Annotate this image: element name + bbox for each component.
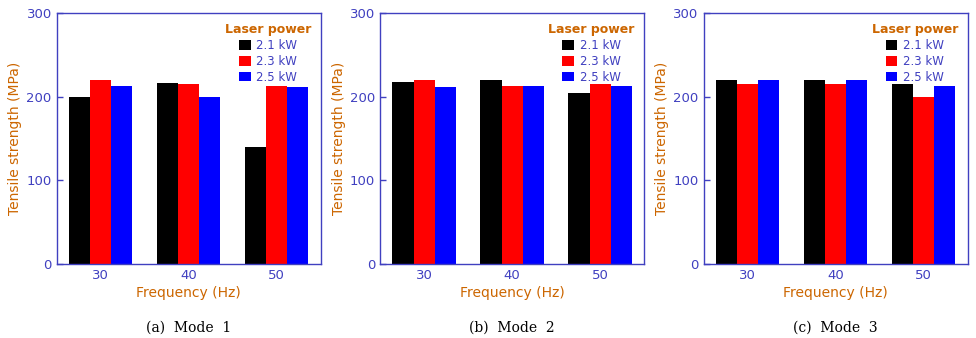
Legend: 2.1 kW, 2.3 kW, 2.5 kW: 2.1 kW, 2.3 kW, 2.5 kW — [222, 19, 315, 87]
Bar — [846, 80, 868, 264]
Bar — [392, 82, 414, 264]
Bar — [178, 84, 199, 264]
Text: (c)  Mode  3: (c) Mode 3 — [793, 321, 878, 335]
Bar — [914, 97, 934, 264]
Y-axis label: Tensile strength (MPa): Tensile strength (MPa) — [655, 62, 670, 215]
Bar — [568, 93, 590, 264]
Bar — [934, 86, 956, 264]
X-axis label: Frequency (Hz): Frequency (Hz) — [460, 286, 564, 300]
Bar — [804, 80, 825, 264]
X-axis label: Frequency (Hz): Frequency (Hz) — [784, 286, 888, 300]
Bar — [69, 97, 90, 264]
Text: (a)  Mode  1: (a) Mode 1 — [146, 321, 231, 335]
Bar — [434, 87, 456, 264]
Bar — [90, 80, 111, 264]
Bar — [716, 80, 737, 264]
Bar — [266, 86, 287, 264]
Bar — [590, 84, 611, 264]
Bar — [111, 86, 133, 264]
Y-axis label: Tensile strength (MPa): Tensile strength (MPa) — [9, 62, 22, 215]
Bar — [892, 84, 914, 264]
Legend: 2.1 kW, 2.3 kW, 2.5 kW: 2.1 kW, 2.3 kW, 2.5 kW — [869, 19, 961, 87]
Bar — [157, 82, 178, 264]
Bar — [758, 80, 779, 264]
Bar — [199, 97, 221, 264]
Bar — [523, 86, 544, 264]
Bar — [737, 84, 758, 264]
X-axis label: Frequency (Hz): Frequency (Hz) — [137, 286, 241, 300]
Bar — [414, 80, 434, 264]
Text: (b)  Mode  2: (b) Mode 2 — [469, 321, 555, 335]
Y-axis label: Tensile strength (MPa): Tensile strength (MPa) — [332, 62, 346, 215]
Bar — [287, 87, 308, 264]
Bar — [825, 84, 846, 264]
Bar — [611, 86, 631, 264]
Bar — [245, 147, 266, 264]
Bar — [480, 80, 502, 264]
Bar — [502, 86, 523, 264]
Legend: 2.1 kW, 2.3 kW, 2.5 kW: 2.1 kW, 2.3 kW, 2.5 kW — [545, 19, 638, 87]
